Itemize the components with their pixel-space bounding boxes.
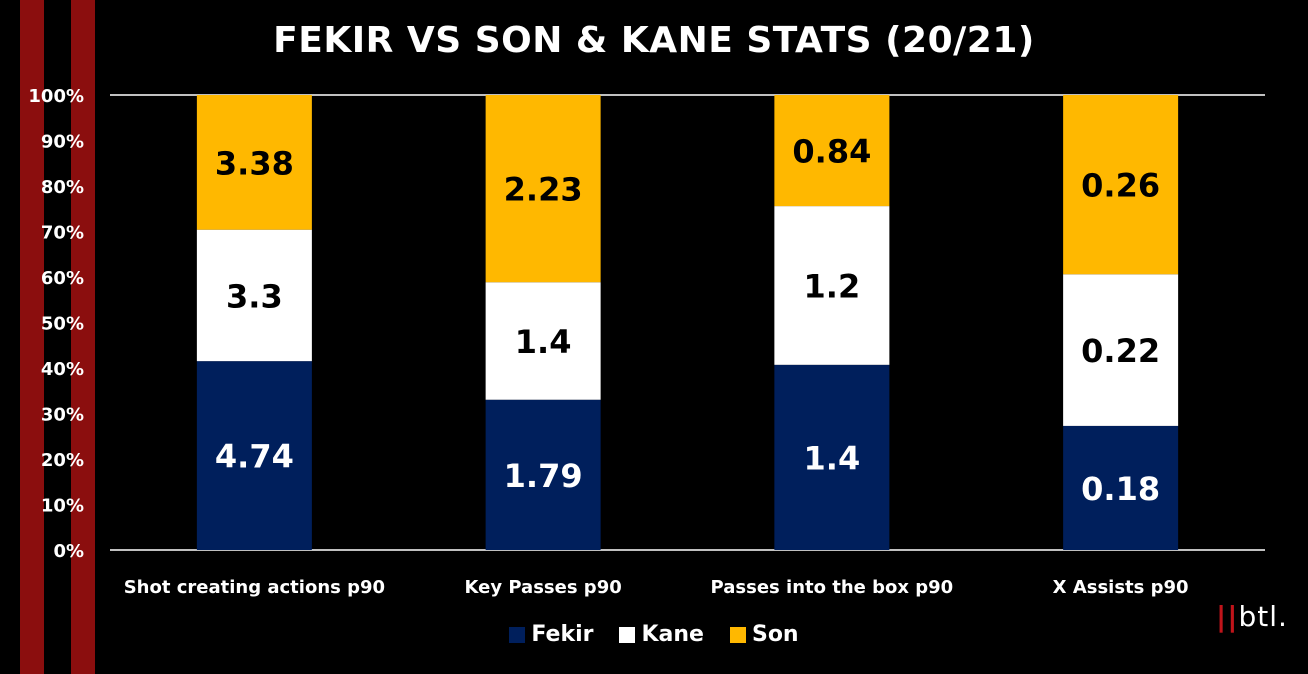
chart-title: FEKIR VS SON & KANE STATS (20/21) (273, 20, 1035, 61)
data-label-fekir: 0.18 (1081, 470, 1160, 508)
data-label-son: 2.23 (504, 171, 583, 209)
bar-segment-kane (774, 206, 890, 365)
legend-swatch-son (729, 626, 746, 643)
y-tick-label: 40% (41, 359, 84, 380)
data-label-fekir: 4.74 (215, 438, 294, 476)
y-tick-label: 60% (41, 268, 84, 289)
y-tick-label: 90% (41, 132, 84, 153)
y-tick-label: 100% (28, 86, 84, 107)
legend-label-fekir: Fekir (531, 622, 594, 647)
bar-segment-fekir (1063, 425, 1179, 550)
bar-segment-fekir (196, 361, 312, 550)
legend-item-son: Son (729, 622, 799, 647)
legend-label-kane: Kane (641, 622, 704, 647)
bar-segment-fekir (774, 364, 890, 550)
category-label: Key Passes p90 (465, 577, 622, 598)
btl-logo: ||btl. (1216, 600, 1288, 633)
data-label-son: 0.84 (792, 133, 871, 171)
y-tick-label: 10% (41, 496, 84, 517)
bar-segment-son (774, 95, 890, 207)
legend-item-kane: Kane (619, 622, 704, 647)
data-label-fekir: 1.79 (504, 457, 583, 495)
left-decor-stripe-1 (20, 0, 44, 674)
data-label-kane: 1.2 (804, 267, 861, 305)
data-label-son: 0.26 (1081, 167, 1160, 205)
y-tick-label: 50% (41, 314, 84, 335)
data-label-kane: 3.3 (226, 277, 283, 315)
legend: Fekir Kane Son (0, 622, 1308, 647)
category-label: Passes into the box p90 (711, 577, 954, 598)
category-label: X Assists p90 (1053, 577, 1189, 598)
y-tick-label: 0% (53, 541, 84, 562)
legend-label-son: Son (751, 622, 799, 647)
bar-segment-kane (196, 229, 312, 362)
data-label-son: 3.38 (215, 144, 294, 182)
bar-segment-kane (485, 282, 601, 400)
data-label-fekir: 1.4 (804, 439, 861, 477)
legend-item-fekir: Fekir (509, 622, 593, 647)
bar-segment-fekir (485, 399, 601, 550)
bar-segment-son (1063, 95, 1179, 275)
bar-segment-son (485, 95, 601, 283)
bar-segment-son (196, 95, 312, 230)
data-label-kane: 1.4 (515, 323, 572, 361)
y-tick-label: 70% (41, 223, 84, 244)
category-label: Shot creating actions p90 (124, 577, 385, 598)
legend-swatch-kane (619, 626, 636, 643)
y-tick-label: 80% (41, 177, 84, 198)
y-tick-label: 30% (41, 405, 84, 426)
legend-swatch-fekir (509, 626, 526, 643)
data-label-kane: 0.22 (1081, 332, 1160, 370)
left-decor-stripe-2 (71, 0, 95, 674)
y-tick-label: 20% (41, 450, 84, 471)
bar-segment-kane (1063, 274, 1179, 426)
